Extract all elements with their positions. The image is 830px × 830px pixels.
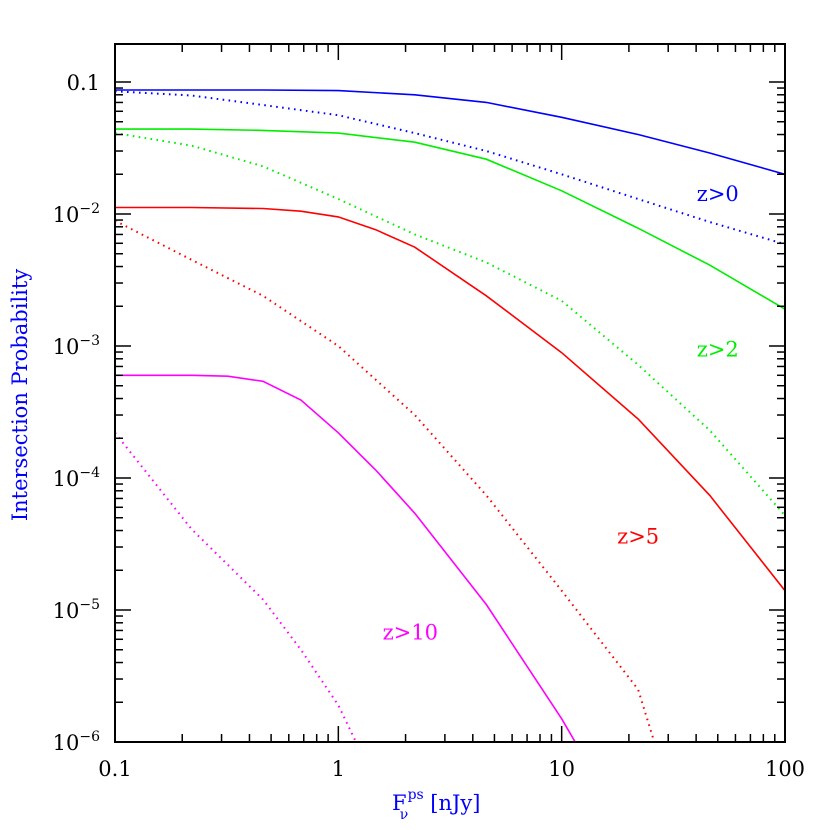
y-tick-label: 10−2 (53, 201, 100, 227)
y-tick-base: 10 (53, 335, 80, 359)
series-line-z-gt-5-dotted (115, 219, 656, 742)
series-line-z-gt-10-solid (115, 374, 576, 742)
y-tick-label: 0.1 (67, 71, 100, 95)
series-line-z-gt-2-dotted (115, 132, 785, 517)
plot-frame (114, 43, 786, 743)
series-group (115, 89, 785, 742)
x-label-main: F (392, 791, 407, 815)
y-tick-exponent: −3 (79, 333, 100, 349)
series-line-z-gt-5-solid (115, 206, 785, 592)
y-tick-base: 10 (53, 731, 80, 755)
y-tick-exponent: −4 (79, 465, 100, 481)
y-tick-base: 10 (53, 467, 80, 491)
y-tick-base: 10 (53, 203, 80, 227)
y-axis-label: Intersection Probability (8, 269, 32, 521)
annotations: z>0 z>2 z>5 z>10 (383, 182, 739, 644)
ticks (114, 44, 785, 743)
x-tick-label: 0.1 (98, 757, 131, 781)
series-label: z>5 (617, 524, 659, 548)
y-tick-label: 10−6 (53, 729, 100, 755)
series-label: z>2 (697, 338, 739, 362)
series-label: z>10 (383, 620, 438, 644)
x-label-sub: ν (400, 807, 409, 823)
y-tick-label: 10−5 (53, 597, 100, 623)
y-tick-base: 10 (53, 599, 80, 623)
y-tick-label: 10−4 (53, 465, 100, 491)
x-label-unit: [nJy] (430, 791, 480, 815)
x-tick-label: 100 (765, 757, 805, 781)
x-label-sup: ps (408, 787, 424, 803)
x-tick-label: 1 (332, 757, 345, 781)
series-line-z-gt-0-dotted (115, 90, 785, 246)
y-tick-exponent: −2 (79, 201, 100, 217)
y-tick-label: 10−3 (53, 333, 100, 359)
y-tick-exponent: −5 (79, 597, 100, 613)
x-tick-label: 10 (548, 757, 575, 781)
series-line-z-gt-2-solid (115, 128, 785, 310)
x-axis-label: Fps ν [nJy] (392, 787, 480, 823)
series-line-z-gt-10-dotted (115, 432, 357, 742)
series-line-z-gt-0-solid (115, 89, 785, 176)
y-tick-exponent: −6 (79, 729, 100, 745)
series-label: z>0 (697, 182, 739, 206)
